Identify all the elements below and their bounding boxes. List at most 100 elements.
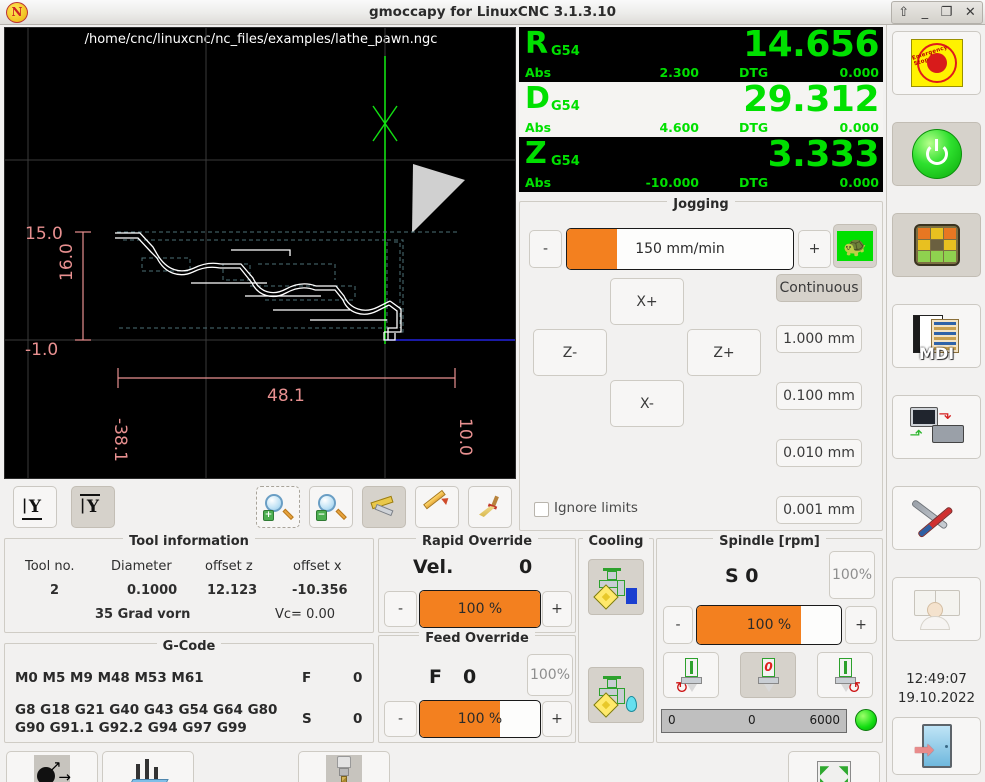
rapid-override-title: Rapid Override xyxy=(415,534,539,549)
mist-coolant-button[interactable] xyxy=(588,667,644,723)
tool-button[interactable] xyxy=(298,751,390,782)
auto-mode-button[interactable]: ⬎ ⬏ xyxy=(892,395,981,459)
tool-information-panel: Tool information Tool no. Diameter offse… xyxy=(4,534,374,633)
offset-x-header: offset x xyxy=(293,559,342,574)
user-tabs-button[interactable] xyxy=(892,577,981,641)
spindle-reverse-button[interactable]: ↺ xyxy=(817,652,873,698)
spindle-forward-button[interactable]: ↻ xyxy=(663,652,719,698)
view-y-top-icon: Y xyxy=(79,494,101,517)
jog-rate-toggle-button[interactable]: 🐢 xyxy=(833,224,877,268)
feed-override-fill xyxy=(420,701,501,737)
jog-increment-0p1mm[interactable]: 0.100 mm xyxy=(776,382,862,410)
dro-offset-label: G54 xyxy=(551,154,580,169)
touch-off-button[interactable] xyxy=(102,751,194,782)
jog-increment-continuous[interactable]: Continuous xyxy=(776,274,862,302)
minimize-icon[interactable]: _ xyxy=(921,5,929,20)
flood-coolant-button[interactable] xyxy=(588,559,644,615)
spindle-stop-button[interactable]: 0 xyxy=(740,652,796,698)
show-tool-path-button[interactable] xyxy=(415,486,459,528)
fullscreen-button[interactable]: ◤ ◥ ◣ ◢ xyxy=(788,751,880,782)
view-y-left-button[interactable]: Y xyxy=(13,486,57,528)
jog-z-plus-button[interactable]: Z+ xyxy=(687,329,761,376)
spindle-speed-display: S 0 xyxy=(725,565,759,587)
diameter-value: 0.1000 xyxy=(127,583,178,598)
dro-dtg-value: 0.000 xyxy=(839,175,879,190)
jog-increment-label: 0.010 mm xyxy=(783,445,855,461)
jog-increment-0p01mm[interactable]: 0.010 mm xyxy=(776,439,862,467)
dro-abs-label: Abs xyxy=(525,65,552,80)
homing-button[interactable]: ↗→↘ xyxy=(6,751,98,782)
dro-row-d[interactable]: D G54 29.312 Abs 4.600 DTG 0.000 xyxy=(519,80,883,137)
feed-reset-button[interactable]: 100% xyxy=(527,654,573,696)
rapid-override-slider[interactable]: 100 % xyxy=(419,590,541,628)
jog-velocity-slider[interactable]: 150 mm/min xyxy=(566,228,794,270)
dro-axis-letter: Z xyxy=(525,136,547,171)
zoom-in-button[interactable]: + xyxy=(256,486,300,528)
jog-increment-label: 0.100 mm xyxy=(783,388,855,404)
dim-x-right: 10.0 xyxy=(455,418,475,456)
close-icon[interactable]: ✕ xyxy=(964,5,976,20)
rapid-plus-button[interactable]: + xyxy=(542,591,572,627)
feed-override-slider[interactable]: 100 % xyxy=(419,700,541,738)
rapid-override-panel: Rapid Override Vel. 0 - 100 % + xyxy=(378,534,576,633)
shade-icon[interactable]: ⇧ xyxy=(898,5,910,20)
rapid-minus-label: - xyxy=(397,601,404,617)
clear-live-plot-button[interactable] xyxy=(468,486,512,528)
spindle-title: Spindle [rpm] xyxy=(713,534,826,549)
zoom-out-icon: − xyxy=(316,494,347,521)
gcode-title-wrap: G-Code xyxy=(5,635,373,654)
tool-description: 35 Grad vorn xyxy=(95,607,191,622)
settings-button[interactable] xyxy=(892,486,981,550)
touch-off-icon xyxy=(125,759,169,782)
feed-minus-button[interactable]: - xyxy=(384,701,417,737)
manual-mode-button[interactable] xyxy=(892,213,981,277)
spindle-plus-button[interactable]: + xyxy=(845,606,877,644)
velocity-value: 0 xyxy=(519,556,533,578)
pencil-icon xyxy=(423,489,451,519)
dro-row-r[interactable]: R G54 14.656 Abs 2.300 DTG 0.000 xyxy=(519,25,883,82)
main-area: /home/cnc/linuxcnc/nc_files/examples/lat… xyxy=(0,25,886,782)
diameter-header: Diameter xyxy=(111,559,172,574)
spindle-bar-max: 6000 xyxy=(809,713,840,727)
feed-plus-button[interactable]: + xyxy=(542,701,572,737)
rapid-minus-button[interactable]: - xyxy=(384,591,417,627)
spindle-override-value: 100 % xyxy=(746,617,792,633)
spindle-minus-button[interactable]: - xyxy=(663,606,693,644)
spindle-reset-button[interactable]: 100% xyxy=(829,551,875,599)
jog-increment-1mm[interactable]: 1.000 mm xyxy=(776,325,862,353)
mdi-mode-button[interactable]: MDI xyxy=(892,304,981,368)
feed-override-panel: Feed Override F 0 100% - 100 % + xyxy=(378,631,576,743)
jogging-title: Jogging xyxy=(667,197,735,212)
tool-no-value: 2 xyxy=(50,583,60,598)
window-controls: ⇧ _ ❐ ✕ xyxy=(891,1,983,24)
turtle-icon: 🐢 xyxy=(837,231,873,261)
estop-button[interactable]: Emergency Stop xyxy=(892,31,981,95)
feed-reset-label: 100% xyxy=(529,667,571,683)
cooling-title: Cooling xyxy=(582,534,650,549)
emergency-stop-icon: Emergency Stop xyxy=(910,39,963,87)
gcode-preview[interactable]: /home/cnc/linuxcnc/nc_files/examples/lat… xyxy=(4,27,516,479)
rapid-override-fill xyxy=(420,591,540,627)
dro-row-z[interactable]: Z G54 3.333 Abs -10.000 DTG 0.000 xyxy=(519,135,883,192)
ignore-limits-checkbox[interactable] xyxy=(534,502,549,517)
jog-velocity-minus-button[interactable]: - xyxy=(529,230,562,268)
spindle-override-slider[interactable]: 100 % xyxy=(696,605,842,645)
show-dimensions-button[interactable] xyxy=(362,486,406,528)
jog-increment-0p001mm[interactable]: 0.001 mm xyxy=(776,496,862,524)
jog-velocity-fill xyxy=(567,229,617,269)
active-g-codes-line1: G8 G18 G21 G40 G43 G54 G64 G80 xyxy=(15,702,278,718)
spindle-forward-icon: ↻ xyxy=(674,656,708,696)
window-title: gmoccapy for LinuxCNC 3.1.3.10 xyxy=(368,4,617,20)
exit-button[interactable]: ➡ xyxy=(892,717,981,775)
jog-x-plus-button[interactable]: X+ xyxy=(610,278,684,325)
maximize-icon[interactable]: ❐ xyxy=(940,5,953,20)
active-m-codes: M0 M5 M9 M48 M53 M61 xyxy=(15,670,204,686)
zoom-out-button[interactable]: − xyxy=(309,486,353,528)
view-y-top-button[interactable]: Y xyxy=(71,486,115,528)
machine-power-button[interactable] xyxy=(892,122,981,186)
jog-velocity-plus-label: + xyxy=(808,241,821,257)
jog-z-minus-button[interactable]: Z- xyxy=(533,329,607,376)
clock-date: 19.10.2022 xyxy=(897,690,976,706)
jog-x-minus-button[interactable]: X- xyxy=(610,380,684,427)
jog-velocity-plus-button[interactable]: + xyxy=(798,230,831,268)
